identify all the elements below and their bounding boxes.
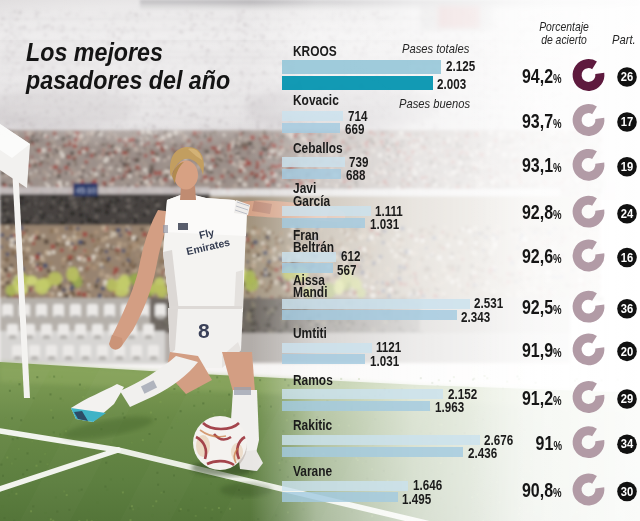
svg-text:26: 26 (621, 70, 634, 84)
svg-text:20: 20 (621, 345, 634, 359)
svg-text:36: 36 (621, 302, 634, 316)
svg-text:30: 30 (621, 485, 634, 499)
svg-text:17: 17 (621, 115, 634, 129)
svg-text:24: 24 (621, 207, 634, 221)
svg-text:19: 19 (621, 160, 634, 174)
svg-text:34: 34 (621, 437, 634, 451)
svg-text:29: 29 (621, 392, 634, 406)
svg-text:16: 16 (621, 251, 634, 265)
